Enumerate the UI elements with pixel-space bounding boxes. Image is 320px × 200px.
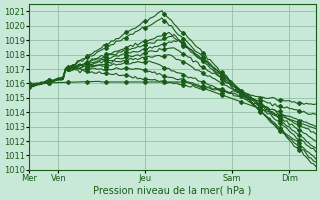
- X-axis label: Pression niveau de la mer( hPa ): Pression niveau de la mer( hPa ): [93, 186, 252, 196]
